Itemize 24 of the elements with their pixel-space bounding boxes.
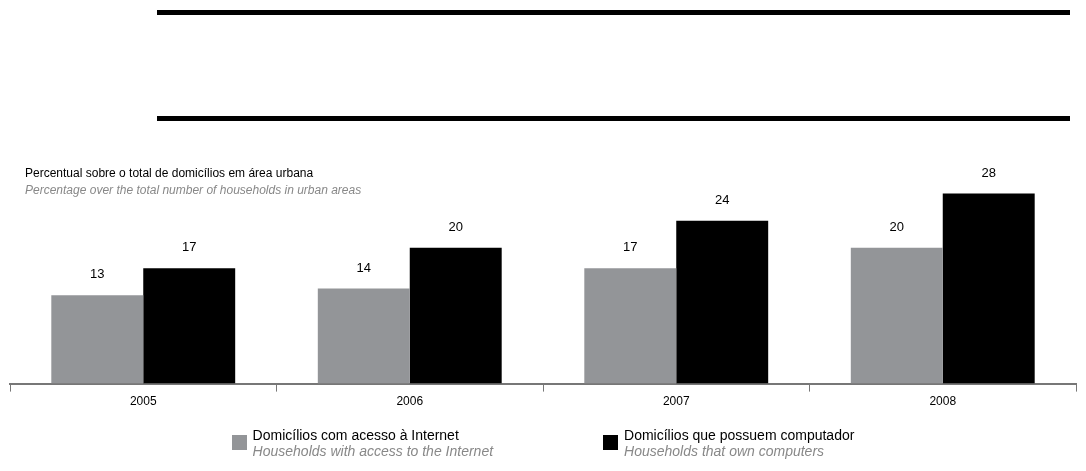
bar <box>584 268 677 384</box>
x-tick-label: 2005 <box>129 394 157 409</box>
x-tick-label: 2008 <box>929 394 957 409</box>
legend-label: Domicílios que possuem computador Households that own computers <box>624 427 855 459</box>
data-label: 17 <box>623 239 638 255</box>
bar <box>143 268 236 384</box>
x-tick-label: 2006 <box>396 394 424 409</box>
bar <box>942 193 1035 384</box>
bar <box>676 220 769 384</box>
bar <box>317 288 410 384</box>
data-label: 28 <box>981 164 996 180</box>
data-label: 13 <box>90 266 105 282</box>
data-label: 20 <box>448 218 463 234</box>
bar <box>409 247 502 384</box>
legend-label: Domicílios com acesso à Internet Households with access to the Internet <box>252 427 494 459</box>
bar <box>51 295 144 384</box>
data-label: 17 <box>181 239 197 255</box>
data-label: 14 <box>356 259 372 275</box>
chart-subtitle: Percentage over the total number of households in urban areas <box>25 183 362 197</box>
data-label: 24 <box>714 191 730 207</box>
bar <box>850 247 943 384</box>
x-tick-label: 2007 <box>662 394 690 409</box>
data-label: 20 <box>889 218 905 234</box>
chart-title: Percentual sobre o total de domicílios em área urbana <box>25 166 314 180</box>
